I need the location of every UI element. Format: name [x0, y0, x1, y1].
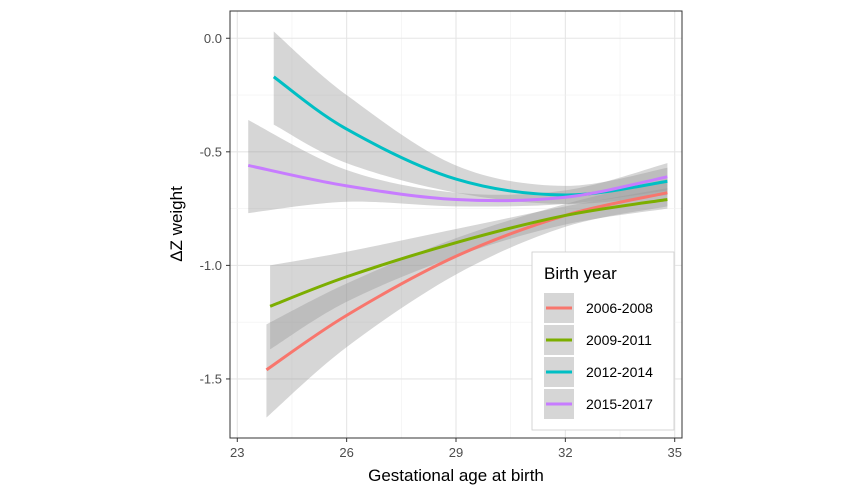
legend-label: 2006-2008 [586, 300, 653, 316]
legend-label: 2012-2014 [586, 364, 653, 380]
x-tick-label: 32 [558, 445, 572, 460]
legend-items: 2006-2008 2009-2011 2012-2014 2015-2017 [544, 293, 653, 419]
series-line-2015-2017 [247, 163, 668, 203]
legend-label: 2009-2011 [586, 332, 652, 348]
y-tick-label: -1.5 [200, 371, 222, 386]
confidence-band-2015-2017 [248, 120, 668, 214]
x-axis-title: Gestational age at birth [368, 466, 544, 485]
x-tick-label: 23 [230, 445, 244, 460]
confidence-band-2006-2008 [266, 179, 668, 418]
y-axis-ticks: 0.0 -0.5 -1.0 -1.5 [200, 31, 230, 386]
x-tick-label: 29 [449, 445, 463, 460]
y-tick-label: -0.5 [200, 144, 222, 159]
x-tick-label: 35 [667, 445, 681, 460]
legend-label: 2015-2017 [586, 396, 653, 412]
x-tick-label: 26 [339, 445, 353, 460]
y-tick-label: 0.0 [204, 31, 222, 46]
legend-title: Birth year [544, 264, 617, 283]
y-tick-label: -1.0 [200, 258, 222, 273]
series-line-2006-2008 [265, 191, 668, 372]
x-axis-ticks: 23 26 29 32 35 [230, 438, 682, 460]
legend-box [531, 251, 675, 431]
confidence-band-2012-2014 [273, 31, 668, 205]
series-lines [247, 75, 668, 372]
series-line-2009-2011 [269, 198, 668, 308]
legend: Birth year 2006-20082009-20112012-201420… [531, 251, 675, 431]
y-axis-title: ΔZ weight [167, 186, 186, 262]
